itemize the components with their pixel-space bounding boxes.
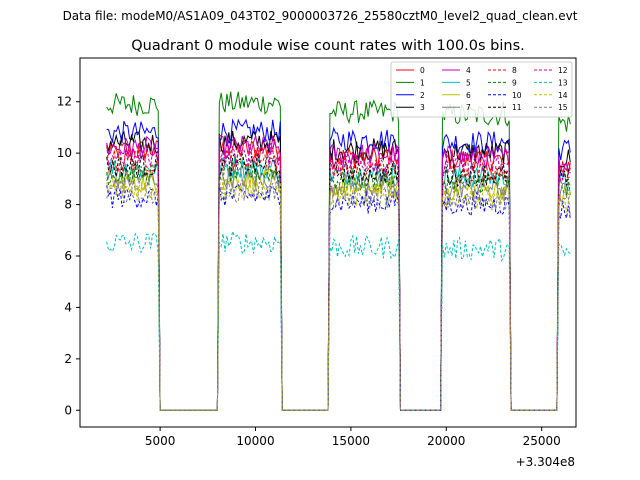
legend-label: 7 <box>466 103 471 112</box>
series-line-13 <box>106 229 571 411</box>
legend-label: 10 <box>512 91 522 100</box>
series-line-15 <box>106 178 571 411</box>
legend-label: 11 <box>512 103 522 112</box>
chart-title: Quadrant 0 module wise count rates with … <box>131 38 525 54</box>
x-tick-label: 15000 <box>332 434 370 448</box>
x-offset-label: +3.304e8 <box>516 455 575 469</box>
chart-suptitle: Data file: modeM0/AS1A09_043T02_90000037… <box>63 9 578 23</box>
series-line-10 <box>106 183 571 411</box>
y-tick-label: 6 <box>64 249 72 263</box>
series-line-9 <box>106 159 571 411</box>
legend-label: 6 <box>466 91 471 100</box>
legend-label: 1 <box>420 78 425 87</box>
series-line-14 <box>106 175 571 411</box>
x-tick-label: 10000 <box>236 434 274 448</box>
y-axis: 0 2 4 6 8 10 12 <box>57 95 80 417</box>
legend-label: 9 <box>512 78 517 87</box>
legend-label: 5 <box>466 78 471 87</box>
legend-label: 3 <box>420 103 425 112</box>
legend-label: 4 <box>466 66 471 75</box>
legend-label: 0 <box>420 66 425 75</box>
series-line-6 <box>106 168 571 411</box>
y-tick-label: 12 <box>57 95 72 109</box>
y-tick-label: 10 <box>57 146 72 160</box>
y-tick-label: 2 <box>64 352 72 366</box>
x-axis: 5000 10000 15000 20000 25000 <box>145 427 561 448</box>
series-line-8 <box>106 148 571 411</box>
legend-label: 12 <box>558 66 568 75</box>
legend-label: 13 <box>558 78 568 87</box>
y-tick-label: 4 <box>64 300 72 314</box>
legend-label: 2 <box>420 91 425 100</box>
x-tick-label: 5000 <box>145 434 176 448</box>
x-tick-label: 25000 <box>523 434 561 448</box>
plot-lines <box>106 91 571 411</box>
series-line-3 <box>106 130 571 411</box>
series-line-0 <box>106 138 571 411</box>
legend-box <box>390 61 573 118</box>
series-line-12 <box>106 142 571 411</box>
legend-label: 15 <box>558 103 568 112</box>
y-tick-label: 0 <box>64 403 72 417</box>
series-line-4 <box>106 134 571 411</box>
legend-label: 14 <box>558 91 568 100</box>
x-tick-label: 20000 <box>427 434 465 448</box>
legend-label: 8 <box>512 66 517 75</box>
y-tick-label: 8 <box>64 198 72 212</box>
plot-frame <box>79 57 577 428</box>
